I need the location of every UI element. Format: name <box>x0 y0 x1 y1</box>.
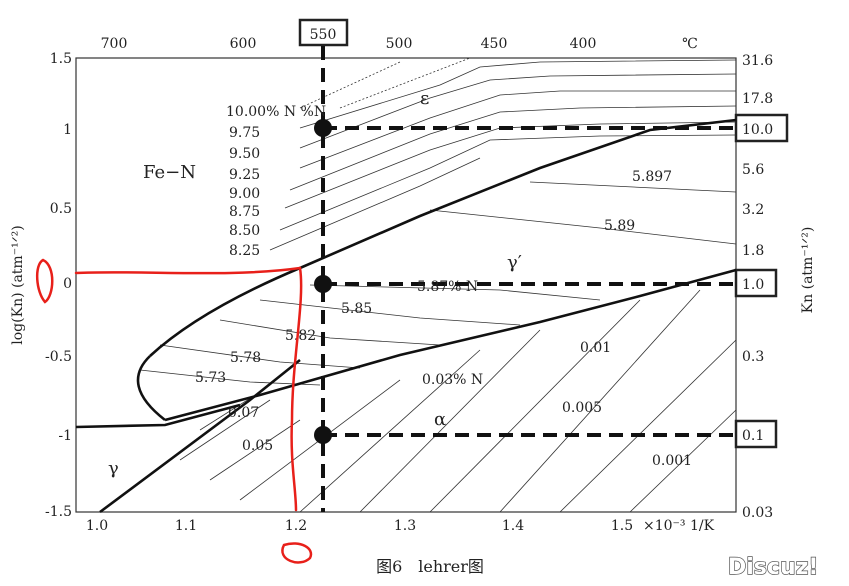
top-tick-550-box <box>298 18 349 47</box>
red-circle-left <box>36 258 54 304</box>
gp-iso-5.73: 5.73 <box>195 370 226 386</box>
y-tick-1: 1 <box>63 122 72 138</box>
marker-lines <box>321 46 736 512</box>
top-unit-celsius: ℃ <box>682 36 698 52</box>
alpha-iso-0.05: 0.05 <box>242 438 273 454</box>
gamma-prime-isolines <box>139 181 737 386</box>
right-box-10 <box>734 113 789 143</box>
top-tick-600: 600 <box>230 36 257 52</box>
boundary-gammaprime-alpha <box>164 268 737 422</box>
y-tick-0: 0 <box>63 276 72 292</box>
boundary-gamma-lower <box>99 358 301 514</box>
boundary-gamma-loop <box>136 355 166 422</box>
figure-caption: 图6 lehrer图 <box>376 557 484 576</box>
alpha-isolines <box>179 289 737 513</box>
y-tick-neg1.5: -1.5 <box>45 504 72 520</box>
right-tick-10.0: 10.0 <box>742 122 773 138</box>
y-tick-1.5: 1.5 <box>50 51 72 67</box>
top-tick-450: 450 <box>481 36 508 52</box>
eps-iso-8.75: 8.75 <box>229 204 260 220</box>
watermark: Discuz! <box>728 555 818 580</box>
alpha-iso-labels: 0.07 0.05 0.03% N 0.01 0.005 0.001 <box>228 340 692 469</box>
gamma-prime-iso-labels: 5.897 5.89 5.87% N 5.85 5.82 5.78 5.73 <box>195 169 672 386</box>
eps-iso-9.75: 9.75 <box>229 125 260 141</box>
right-tick-0.1: 0.1 <box>742 428 764 444</box>
gp-iso-5.897: 5.897 <box>632 169 672 185</box>
epsilon-iso-labels: 10.00% N %N 9.75 9.50 9.25 9.00 8.75 8.5… <box>226 104 326 259</box>
top-tick-700: 700 <box>101 36 128 52</box>
red-annotations <box>36 258 313 564</box>
boundary-gamma-alpha <box>75 403 241 429</box>
alpha-iso-0.07: 0.07 <box>228 405 259 421</box>
right-tick-5.6: 5.6 <box>742 162 764 178</box>
right-axis: 31.6 17.8 10.0 5.6 3.2 1.8 1.0 0.3 0.1 0… <box>734 53 789 521</box>
label-fe-n: Fe−N <box>143 162 196 183</box>
right-tick-1.8: 1.8 <box>742 243 764 259</box>
gp-iso-5.87: 5.87% N <box>417 279 478 295</box>
alpha-iso-0.03: 0.03% N <box>422 372 483 388</box>
y-axis-label-left: log(Kn) (atm⁻¹ᐟ²) <box>10 225 26 344</box>
x-tick-1.4: 1.4 <box>502 518 524 534</box>
red-trace-line <box>74 266 303 512</box>
x-tick-1.0: 1.0 <box>86 518 108 534</box>
eps-iso-9.25: 9.25 <box>229 167 260 183</box>
y-tick-neg0.5: -0.5 <box>45 349 72 365</box>
y-tick-neg1: -1 <box>58 428 72 444</box>
right-tick-3.2: 3.2 <box>742 202 764 218</box>
x-tick-1.3: 1.3 <box>394 518 416 534</box>
label-alpha: α <box>434 409 446 430</box>
gp-iso-5.82: 5.82 <box>285 328 316 344</box>
eps-iso-9.00: 9.00 <box>229 186 260 202</box>
marker-point-low <box>314 426 332 444</box>
label-gamma-prime: γ′ <box>507 252 522 273</box>
label-epsilon: ε <box>420 88 429 109</box>
top-tick-500: 500 <box>386 36 413 52</box>
eps-iso-9.50: 9.50 <box>229 146 260 162</box>
right-tick-0.3: 0.3 <box>742 349 764 365</box>
gp-iso-5.85: 5.85 <box>341 301 372 317</box>
alpha-iso-0.001: 0.001 <box>652 453 692 469</box>
top-tick-550: 550 <box>310 27 337 43</box>
right-tick-17.8: 17.8 <box>742 91 773 107</box>
y-tick-0.5: 0.5 <box>50 201 72 217</box>
x-tick-1.1: 1.1 <box>175 518 197 534</box>
left-y-axis: 1.5 1 0.5 0 -0.5 -1 -1.5 <box>45 51 72 520</box>
right-box-0.1 <box>734 419 778 449</box>
gp-iso-5.89: 5.89 <box>604 218 635 234</box>
alpha-iso-0.01: 0.01 <box>580 340 611 356</box>
x-tick-1.2: 1.2 <box>285 518 307 534</box>
eps-iso-header: 10.00% N %N <box>226 104 326 120</box>
eps-iso-8.50: 8.50 <box>229 223 260 239</box>
right-tick-1.0: 1.0 <box>742 277 764 293</box>
marker-point-high <box>314 119 332 137</box>
eps-iso-8.25: 8.25 <box>229 243 260 259</box>
alpha-iso-0.005: 0.005 <box>562 400 602 416</box>
y-axis-label-right: Kn (atm⁻¹ᐟ²) <box>800 227 816 314</box>
red-circle-bottom <box>281 542 313 564</box>
x-unit: ×10⁻³ 1/K <box>643 518 715 534</box>
x-axis: 1.0 1.1 1.2 1.3 1.4 1.5 ×10⁻³ 1/K <box>86 518 715 534</box>
right-tick-0.03: 0.03 <box>742 505 773 521</box>
x-tick-1.5: 1.5 <box>611 518 633 534</box>
top-tick-400: 400 <box>570 36 597 52</box>
gp-iso-5.78: 5.78 <box>230 350 261 366</box>
label-gamma: γ <box>108 458 119 479</box>
right-tick-31.6: 31.6 <box>742 53 773 69</box>
right-box-1 <box>734 268 778 298</box>
phase-boundaries <box>75 118 737 514</box>
marker-point-mid <box>314 275 332 293</box>
epsilon-isolines <box>269 57 737 251</box>
boundary-epsilon-gammaprime <box>149 118 737 357</box>
